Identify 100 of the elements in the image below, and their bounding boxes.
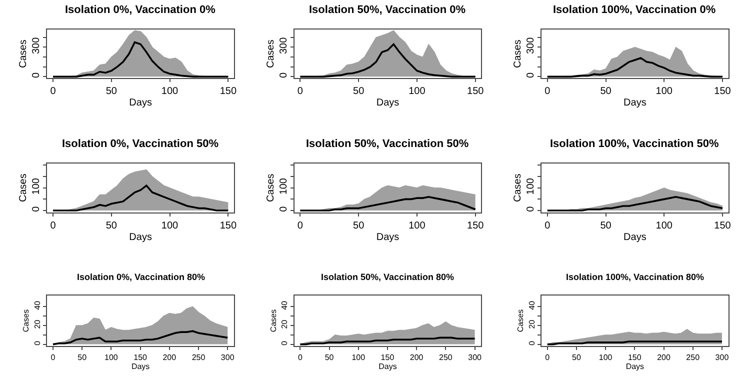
x-tick-label: 250: [192, 352, 206, 362]
x-tick-label: 150: [714, 220, 732, 232]
x-tick-label: 0: [545, 352, 550, 362]
x-tick-label: 100: [656, 86, 673, 98]
x-axis-title: Days: [624, 232, 646, 243]
x-tick-label: 250: [686, 352, 700, 362]
x-tick-label: 150: [628, 352, 642, 362]
x-tick-label: 100: [104, 352, 118, 362]
x-tick-label: 150: [467, 220, 484, 232]
line-series: [52, 41, 230, 78]
x-tick-label: 150: [220, 220, 237, 232]
x-tick-label: 50: [78, 352, 88, 362]
x-tick-label: 200: [657, 352, 671, 362]
x-tick-label: 150: [714, 86, 732, 98]
y-tick-label: 300: [526, 36, 537, 54]
y-axis-title: Cases: [265, 40, 276, 68]
x-tick-label: 0: [297, 220, 304, 232]
line-series: [546, 57, 724, 78]
x-tick-label: 50: [600, 86, 612, 98]
y-tick-label: 0: [278, 206, 290, 212]
y-tick-label: 0: [280, 340, 290, 346]
y-tick-label: 0: [31, 72, 42, 78]
x-tick-label: 300: [220, 352, 235, 362]
x-tick-label: 50: [353, 86, 365, 98]
y-tick-label: 40: [280, 300, 290, 310]
x-axis-title: Days: [376, 232, 400, 243]
x-tick-label: 0: [297, 86, 304, 98]
x-tick-label: 0: [50, 86, 56, 98]
y-tick-label: 300: [31, 36, 42, 54]
line-series: [299, 43, 476, 78]
y-tick-label: 20: [527, 319, 536, 329]
x-tick-label: 0: [50, 352, 56, 362]
y-tick-label: 40: [527, 300, 536, 310]
y-axis-title: Cases: [268, 309, 278, 332]
x-tick-label: 50: [106, 220, 118, 232]
line-series: [299, 336, 476, 346]
x-axis-title: Days: [376, 98, 400, 109]
line-series: [546, 196, 724, 212]
chart-title: Isolation 0%, Vaccination 80%: [77, 272, 206, 282]
x-tick-label: 300: [715, 352, 730, 362]
y-tick-label: 0: [527, 340, 536, 346]
chart-title: Isolation 0%, Vaccination 50%: [62, 138, 219, 150]
x-tick-label: 100: [352, 352, 366, 362]
y-axis-title: Cases: [512, 40, 524, 68]
line-series: [52, 184, 230, 212]
chart-title: Isolation 100%, Vaccination 80%: [566, 272, 704, 282]
y-tick-label: 0: [526, 72, 537, 78]
x-tick-label: 50: [324, 352, 334, 362]
x-tick-label: 300: [468, 352, 482, 362]
x-tick-label: 150: [380, 352, 395, 362]
x-tick-label: 100: [408, 86, 426, 98]
chart-title: Isolation 0%, Vaccination 0%: [65, 4, 216, 16]
y-axis-title: Cases: [516, 309, 526, 332]
x-axis-title: Days: [131, 362, 150, 371]
x-tick-label: 100: [656, 220, 673, 232]
x-tick-label: 200: [410, 352, 424, 362]
chart-title: Isolation 50%, Vaccination 80%: [321, 272, 454, 282]
x-tick-label: 0: [50, 220, 56, 232]
y-axis-title: Cases: [18, 40, 30, 68]
x-tick-label: 50: [600, 220, 612, 232]
x-axis-title: Days: [129, 98, 152, 109]
x-tick-label: 50: [106, 86, 118, 98]
y-tick-label: 100: [526, 178, 537, 195]
y-axis-title: Cases: [265, 174, 276, 202]
y-tick-label: 20: [32, 319, 42, 329]
line-series: [52, 330, 229, 346]
line-series: [299, 196, 476, 212]
chart-title: Isolation 50%, Vaccination 0%: [309, 4, 466, 16]
x-tick-label: 50: [572, 352, 582, 362]
x-tick-label: 150: [467, 86, 484, 98]
y-tick-label: 0: [32, 340, 42, 346]
y-axis-title: Cases: [18, 174, 30, 202]
x-tick-label: 100: [161, 86, 179, 98]
x-tick-label: 200: [162, 352, 177, 362]
x-tick-label: 250: [438, 352, 453, 362]
y-tick-label: 0: [526, 206, 537, 212]
x-tick-label: 150: [134, 352, 148, 362]
x-tick-label: 0: [298, 352, 303, 362]
x-tick-label: 50: [353, 220, 365, 232]
y-axis-title: Cases: [22, 309, 31, 332]
x-tick-label: 100: [598, 352, 613, 362]
y-tick-label: 20: [280, 319, 290, 329]
y-tick-label: 40: [32, 300, 42, 310]
y-tick-label: 300: [278, 36, 290, 54]
x-tick-label: 100: [161, 220, 179, 232]
y-tick-label: 0: [31, 206, 42, 212]
y-tick-label: 0: [278, 72, 290, 78]
x-axis-title: Days: [626, 362, 644, 371]
chart-title: Isolation 100%, Vaccination 0%: [553, 4, 716, 16]
x-axis-title: Days: [129, 232, 152, 243]
y-tick-label: 100: [31, 178, 42, 195]
x-tick-label: 150: [220, 86, 237, 98]
x-tick-label: 0: [544, 220, 551, 232]
chart-title: Isolation 100%, Vaccination 50%: [550, 138, 719, 150]
x-axis-title: Days: [624, 98, 646, 109]
x-axis-title: Days: [378, 362, 397, 371]
x-tick-label: 100: [408, 220, 426, 232]
x-tick-label: 0: [544, 86, 551, 98]
y-tick-label: 100: [278, 178, 290, 195]
chart-title: Isolation 50%, Vaccination 50%: [306, 138, 469, 150]
